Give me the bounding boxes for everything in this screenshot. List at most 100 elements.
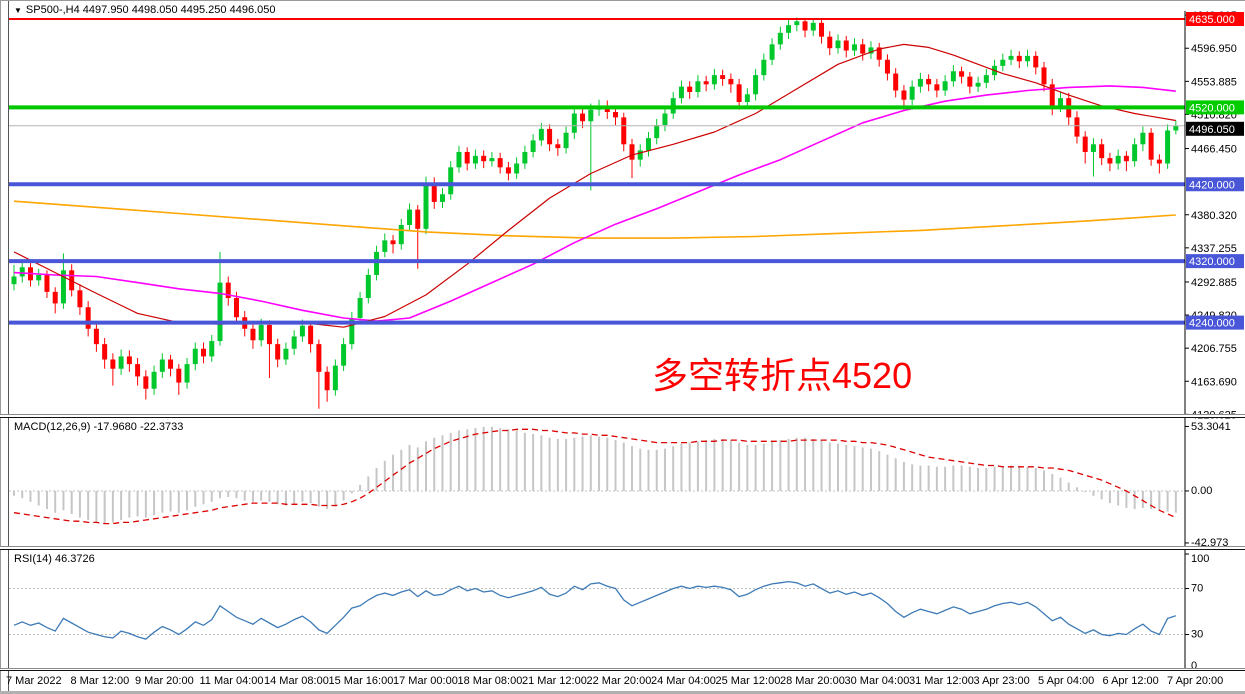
candle-body <box>1057 98 1063 106</box>
panel-separator[interactable] <box>0 546 1245 550</box>
time-axis[interactable]: 7 Mar 2022 8 Mar 12:00 9 Mar 20:00 11 Mar 0… <box>0 673 1245 691</box>
hline-price-chip[interactable]: 4240.000 <box>1189 318 1235 330</box>
candle-body <box>151 371 157 389</box>
candle-body <box>917 78 923 87</box>
hline-price-chip-bg[interactable] <box>1186 11 1244 26</box>
candle-body <box>398 224 404 245</box>
hline-price-chip[interactable]: 4320.000 <box>1189 256 1235 268</box>
candle-body <box>769 44 775 60</box>
hline-price-chip-bg[interactable] <box>1186 254 1244 269</box>
candle-body <box>349 317 355 345</box>
candle-body <box>802 21 808 31</box>
candle-body <box>374 251 380 275</box>
candle-body <box>44 274 50 292</box>
candle-body <box>291 336 297 349</box>
candle-body <box>1115 155 1121 164</box>
hline-price-chip[interactable]: 4635.000 <box>1189 14 1235 26</box>
candle-body <box>184 364 190 383</box>
candle-body <box>1082 136 1088 152</box>
candle-body <box>687 86 693 93</box>
symbol-header: ▼ SP500-,H4 4497.950 4498.050 4495.250 44… <box>14 4 275 16</box>
candle-body <box>613 112 619 118</box>
candle-body <box>588 109 594 122</box>
candle-body <box>678 86 684 99</box>
candle-body <box>786 25 792 33</box>
candle-body <box>407 209 413 225</box>
candle-body <box>1000 59 1006 66</box>
current-price-chip-bg[interactable] <box>1186 121 1244 136</box>
candle-body <box>439 194 445 202</box>
candle-body <box>934 84 940 91</box>
candle-body <box>497 158 503 168</box>
candle-body <box>736 84 742 103</box>
candle-body <box>126 356 132 365</box>
price-tick-label: 4337.255 <box>1191 243 1237 255</box>
candle-body <box>695 81 701 93</box>
candle-body <box>110 359 116 369</box>
candle-body <box>522 151 528 164</box>
ma-slow-line <box>13 200 1176 239</box>
candle-body <box>753 75 759 95</box>
candle-body <box>77 290 83 308</box>
candle-body <box>629 144 635 160</box>
time-axis-label: 14 Mar 08:00 <box>264 675 329 687</box>
candle-body <box>959 71 965 77</box>
down-triangle-icon: ▼ <box>14 6 22 15</box>
candle-body <box>275 344 281 360</box>
candle-body <box>225 282 231 299</box>
hline-price-chip[interactable]: 4420.000 <box>1189 179 1235 191</box>
current-price-chip[interactable]: 4496.050 <box>1189 124 1235 136</box>
candle-body <box>1074 117 1080 137</box>
ma-mid-line <box>13 85 1176 322</box>
candle-body <box>143 376 149 389</box>
time-axis-label: 28 Mar 20:00 <box>780 675 845 687</box>
candle-body <box>258 324 264 341</box>
candle-body <box>580 113 586 122</box>
candle-body <box>1173 125 1179 131</box>
time-axis-label: 31 Mar 12:00 <box>909 675 974 687</box>
rsi-indicator-label: RSI(14) 46.3726 <box>14 553 95 565</box>
time-axis-label: 25 Mar 12:00 <box>715 675 781 687</box>
candle-body <box>390 240 396 245</box>
candle-body <box>777 32 783 45</box>
time-axis-label: 9 Mar 20:00 <box>135 675 194 687</box>
hline-price-chip[interactable]: 4520.000 <box>1189 102 1235 114</box>
panel-separator[interactable] <box>0 414 1245 418</box>
candle-body <box>60 270 66 304</box>
candle-body <box>942 81 948 91</box>
candle-body <box>843 40 849 51</box>
time-axis-label: 17 Mar 00:00 <box>393 675 458 687</box>
candle-body <box>530 140 536 152</box>
candle-body <box>967 76 973 87</box>
candle-body <box>1123 155 1129 162</box>
rsi-axis-label: 70 <box>1191 583 1203 595</box>
candle-body <box>1049 84 1055 106</box>
candle-body <box>423 182 429 229</box>
hline-price-chip-bg[interactable] <box>1186 177 1244 192</box>
candle-body <box>168 359 174 369</box>
candle-body <box>85 307 91 329</box>
candle-body <box>1099 144 1105 159</box>
hline-price-chip-bg[interactable] <box>1186 100 1244 115</box>
candle-body <box>102 344 108 360</box>
candle-body <box>1165 130 1171 164</box>
candle-body <box>703 81 709 85</box>
rsi-line <box>13 580 1177 640</box>
rsi-axis-label: 0 <box>1191 660 1197 672</box>
time-axis-label: 15 Mar 16:00 <box>328 675 394 687</box>
candle-body <box>621 117 627 145</box>
price-tick-label: 4380.320 <box>1191 210 1237 222</box>
candle-body <box>893 73 899 91</box>
candle-body <box>744 94 750 103</box>
candle-body <box>1156 159 1162 164</box>
candle-body <box>36 274 42 281</box>
candle-body <box>341 344 347 366</box>
chart-left-spine <box>8 1 9 691</box>
hline-price-chip-bg[interactable] <box>1186 315 1244 330</box>
candle-body <box>909 86 915 100</box>
macd-indicator-label: MACD(12,26,9) -17.9680 -22.3733 <box>14 421 184 433</box>
price-tick-label: 4553.885 <box>1191 76 1237 88</box>
candle-body <box>332 365 338 391</box>
